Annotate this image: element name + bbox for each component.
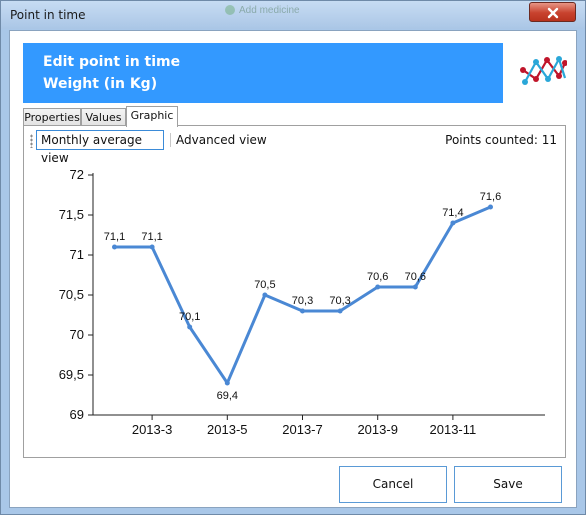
tab-properties[interactable]: Properties [23, 108, 81, 126]
weight-line-chart: 69 69,5 70 70,5 71 71,5 72 2013-3 2013-5 2013-7 20… [59, 167, 545, 437]
x-tick-label: 2013-7 [282, 422, 322, 437]
header-subtitle: Weight (in Kg) [43, 76, 158, 92]
toolbar-grip[interactable] [30, 134, 33, 148]
data-label: 70,5 [254, 279, 275, 291]
y-tick-label: 71 [70, 247, 84, 262]
data-point [337, 308, 343, 314]
data-point [375, 284, 381, 290]
y-tick-label: 70 [70, 327, 84, 342]
tab-graphic[interactable]: Graphic [126, 106, 178, 127]
data-label: 70,1 [179, 311, 200, 323]
background-window-hint: Add medicine [219, 1, 359, 21]
graph-logo-icon [520, 56, 567, 85]
data-label: 70,6 [367, 271, 388, 283]
data-point [187, 324, 193, 330]
title-bar[interactable]: Point in time Add medicine [1, 1, 585, 29]
x-tick-label: 2013-3 [132, 422, 172, 437]
x-tick-label: 2013-5 [207, 422, 247, 437]
cancel-button[interactable]: Cancel [339, 466, 447, 503]
data-point [450, 220, 456, 226]
data-point [149, 244, 155, 250]
y-tick-label: 70,5 [59, 287, 84, 302]
data-point [112, 244, 117, 250]
y-tick-label: 69 [70, 407, 84, 422]
dialog-body: Edit point in time Weight (in Kg) Proper… [9, 30, 577, 508]
y-tick-label: 69,5 [59, 367, 84, 382]
data-label: 70,6 [405, 271, 426, 283]
window-title: Point in time [10, 8, 86, 22]
data-point [488, 204, 493, 210]
data-label: 71,6 [480, 191, 501, 203]
x-tick-label: 2013-9 [357, 422, 397, 437]
close-button[interactable] [529, 2, 576, 22]
data-label: 69,4 [217, 390, 238, 402]
x-tick-label: 2013-11 [430, 422, 477, 437]
data-label: 71,4 [442, 207, 463, 219]
data-label: 70,3 [292, 295, 313, 307]
header-title: Edit point in time [43, 54, 181, 70]
toolbar-separator [170, 133, 171, 147]
data-point [262, 292, 268, 298]
data-point [412, 284, 418, 290]
save-button[interactable]: Save [454, 466, 562, 503]
graphic-tab-panel: 69 69,5 70 70,5 71 71,5 72 2013-3 2013-5 2013-7 20… [23, 125, 566, 458]
data-point [300, 308, 305, 314]
data-point [224, 380, 230, 386]
background-hint-text: Add medicine [239, 5, 300, 16]
advanced-view-button[interactable]: Advanced view [176, 133, 267, 147]
points-counted-label: Points counted: 11 [445, 133, 557, 147]
y-tick-label: 71,5 [59, 207, 84, 222]
y-tick-label: 72 [70, 167, 84, 182]
medicine-icon [225, 5, 235, 15]
monthly-average-view-button[interactable]: Monthly average view [36, 130, 164, 165]
data-label: 71,1 [141, 231, 162, 243]
close-icon [547, 7, 559, 19]
header-banner: Edit point in time Weight (in Kg) [23, 43, 503, 103]
data-label: 71,1 [104, 231, 125, 243]
tab-values[interactable]: Values [81, 108, 126, 126]
data-label: 70,3 [329, 295, 350, 307]
